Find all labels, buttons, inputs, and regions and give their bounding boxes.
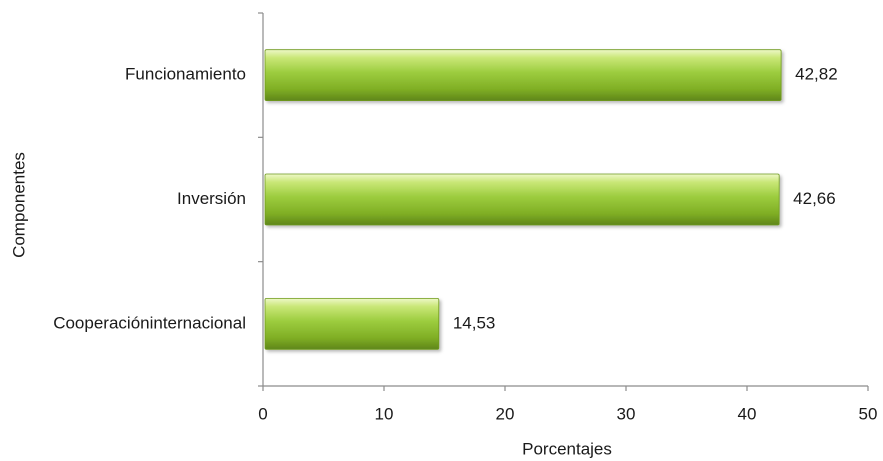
x-tick-label: 40 [738,404,757,423]
value-labels-layer: 42,82 42,66 14,53 [453,65,838,333]
x-tick-label: 30 [617,404,636,423]
x-ticks-layer [262,386,869,391]
category-labels-layer: Funcionamiento Inversión Cooperaciónintern… [53,65,246,333]
x-tick-label: 20 [496,404,515,423]
category-label: Cooperacióninternacional [53,313,246,332]
y-ticks-layer [258,12,263,387]
data-label: 42,82 [795,65,838,84]
bar-cooperacióninternacional [264,297,440,350]
data-label: 14,53 [453,313,496,332]
category-label: Funcionamiento [125,65,246,84]
bar-funcionamiento [264,49,782,102]
x-tick-label: 10 [375,404,394,423]
x-tick-label: 0 [258,404,267,423]
bar-inversión [264,173,780,226]
data-label: 42,66 [793,189,836,208]
x-axis-title: Porcentajes [522,439,612,458]
x-tick-labels-layer: 0 10 20 30 40 50 [258,404,877,423]
category-label: Inversión [177,189,246,208]
bars-layer [264,49,782,350]
x-tick-label: 50 [859,404,878,423]
y-axis-title: Componentes [9,152,28,258]
